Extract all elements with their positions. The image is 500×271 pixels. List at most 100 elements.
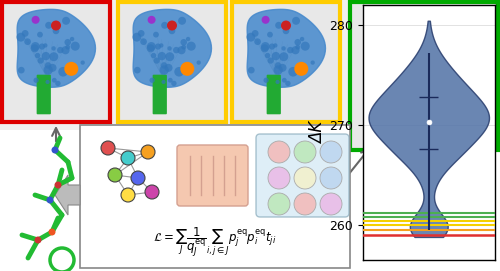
Circle shape <box>246 33 256 42</box>
Circle shape <box>52 78 56 83</box>
Circle shape <box>164 64 172 72</box>
Circle shape <box>406 64 414 73</box>
Circle shape <box>52 147 59 153</box>
Circle shape <box>31 42 40 51</box>
Circle shape <box>294 39 301 46</box>
Circle shape <box>168 46 172 51</box>
Circle shape <box>372 83 379 89</box>
Circle shape <box>51 21 61 31</box>
Circle shape <box>37 32 43 37</box>
Circle shape <box>254 38 261 45</box>
Circle shape <box>34 78 39 83</box>
Circle shape <box>43 43 48 48</box>
FancyBboxPatch shape <box>36 75 51 114</box>
Circle shape <box>121 188 135 202</box>
Circle shape <box>282 46 286 51</box>
Circle shape <box>46 196 54 204</box>
Circle shape <box>131 171 145 185</box>
Circle shape <box>182 68 190 75</box>
Circle shape <box>419 25 429 36</box>
Circle shape <box>188 66 194 72</box>
FancyBboxPatch shape <box>398 92 416 141</box>
Circle shape <box>57 47 64 53</box>
Circle shape <box>196 60 201 65</box>
FancyBboxPatch shape <box>80 125 350 268</box>
Circle shape <box>72 67 76 71</box>
Circle shape <box>396 65 401 71</box>
Circle shape <box>48 64 56 72</box>
FancyBboxPatch shape <box>118 2 226 122</box>
Polygon shape <box>247 9 326 87</box>
Circle shape <box>34 237 42 244</box>
Circle shape <box>275 22 282 29</box>
Circle shape <box>282 27 290 34</box>
Circle shape <box>62 46 70 54</box>
Circle shape <box>415 79 423 87</box>
Circle shape <box>300 37 304 41</box>
Circle shape <box>446 52 456 61</box>
Circle shape <box>155 43 161 50</box>
Circle shape <box>296 68 304 75</box>
Circle shape <box>370 41 380 50</box>
Circle shape <box>262 16 270 24</box>
Circle shape <box>173 47 180 53</box>
Circle shape <box>141 145 155 159</box>
Circle shape <box>161 22 168 29</box>
Circle shape <box>459 75 464 79</box>
Circle shape <box>402 54 407 60</box>
Circle shape <box>320 141 342 163</box>
Circle shape <box>276 80 280 84</box>
Circle shape <box>121 151 135 165</box>
Circle shape <box>446 82 450 86</box>
Circle shape <box>45 62 52 69</box>
Circle shape <box>151 53 156 58</box>
Circle shape <box>186 42 196 51</box>
Circle shape <box>274 65 283 75</box>
Circle shape <box>416 65 426 74</box>
Circle shape <box>390 55 398 63</box>
Circle shape <box>392 20 400 27</box>
Circle shape <box>426 58 433 64</box>
Circle shape <box>145 185 159 199</box>
Circle shape <box>64 62 78 76</box>
Circle shape <box>16 33 26 42</box>
Circle shape <box>292 46 300 54</box>
Circle shape <box>62 17 70 25</box>
Y-axis label: ΔΚ: ΔΚ <box>310 122 328 144</box>
Circle shape <box>18 67 25 73</box>
Circle shape <box>288 67 298 77</box>
Circle shape <box>22 30 29 37</box>
Circle shape <box>272 52 280 60</box>
Circle shape <box>285 81 290 86</box>
FancyBboxPatch shape <box>177 145 248 206</box>
Circle shape <box>278 64 286 72</box>
Circle shape <box>394 96 399 101</box>
Circle shape <box>80 60 85 65</box>
Circle shape <box>310 60 315 65</box>
Circle shape <box>134 67 140 73</box>
Circle shape <box>182 45 186 50</box>
Circle shape <box>381 47 388 54</box>
Circle shape <box>48 228 56 235</box>
Circle shape <box>419 96 424 101</box>
Circle shape <box>42 52 50 60</box>
Circle shape <box>440 84 447 91</box>
Circle shape <box>146 44 155 52</box>
Circle shape <box>433 57 442 65</box>
Circle shape <box>46 80 50 84</box>
Circle shape <box>282 78 286 83</box>
Circle shape <box>154 57 160 64</box>
Circle shape <box>168 78 172 83</box>
FancyBboxPatch shape <box>232 2 340 122</box>
Circle shape <box>160 65 169 75</box>
Circle shape <box>178 46 186 54</box>
Circle shape <box>147 42 156 51</box>
Circle shape <box>186 37 190 41</box>
Circle shape <box>378 37 384 44</box>
Circle shape <box>268 57 274 64</box>
Circle shape <box>444 45 448 50</box>
Circle shape <box>45 22 52 29</box>
Circle shape <box>171 81 176 86</box>
Circle shape <box>281 21 291 31</box>
Circle shape <box>159 43 164 48</box>
